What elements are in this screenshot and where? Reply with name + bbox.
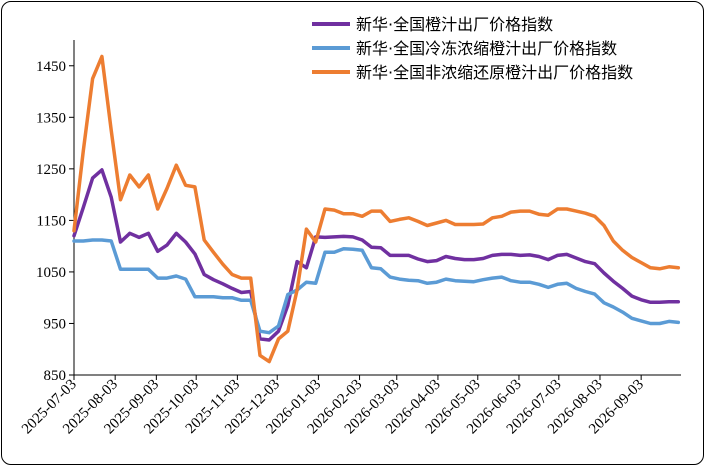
x-ticks: 2025-07-032025-08-032025-09-032025-10-03… (19, 375, 647, 437)
series-line-3 (72, 54, 681, 364)
y-ticks: 850 950 1050 1150 1250 1350 1450 (36, 59, 74, 384)
y-tick-label: 1350 (36, 110, 66, 126)
y-tick-label: 850 (44, 368, 67, 384)
legend-label-1: 新华·全国橙汁出厂价格指数 (356, 15, 553, 34)
y-tick-label: 1450 (36, 59, 66, 75)
y-tick-label: 950 (44, 316, 67, 332)
legend: 新华·全国橙汁出厂价格指数新华·全国冷冻浓缩橙汁出厂价格指数新华·全国非浓缩还原… (312, 15, 633, 82)
y-tick-label: 1150 (37, 213, 66, 229)
series-line-2 (72, 238, 681, 335)
series-line-1 (72, 168, 681, 342)
legend-label-3: 新华·全国非浓缩还原橙汁出厂价格指数 (356, 63, 633, 82)
y-tick-label: 1050 (36, 265, 66, 281)
legend-label-2: 新华·全国冷冻浓缩橙汁出厂价格指数 (356, 39, 617, 58)
y-tick-label: 1250 (36, 162, 66, 178)
series-lines (72, 54, 681, 364)
axes (73, 40, 681, 376)
